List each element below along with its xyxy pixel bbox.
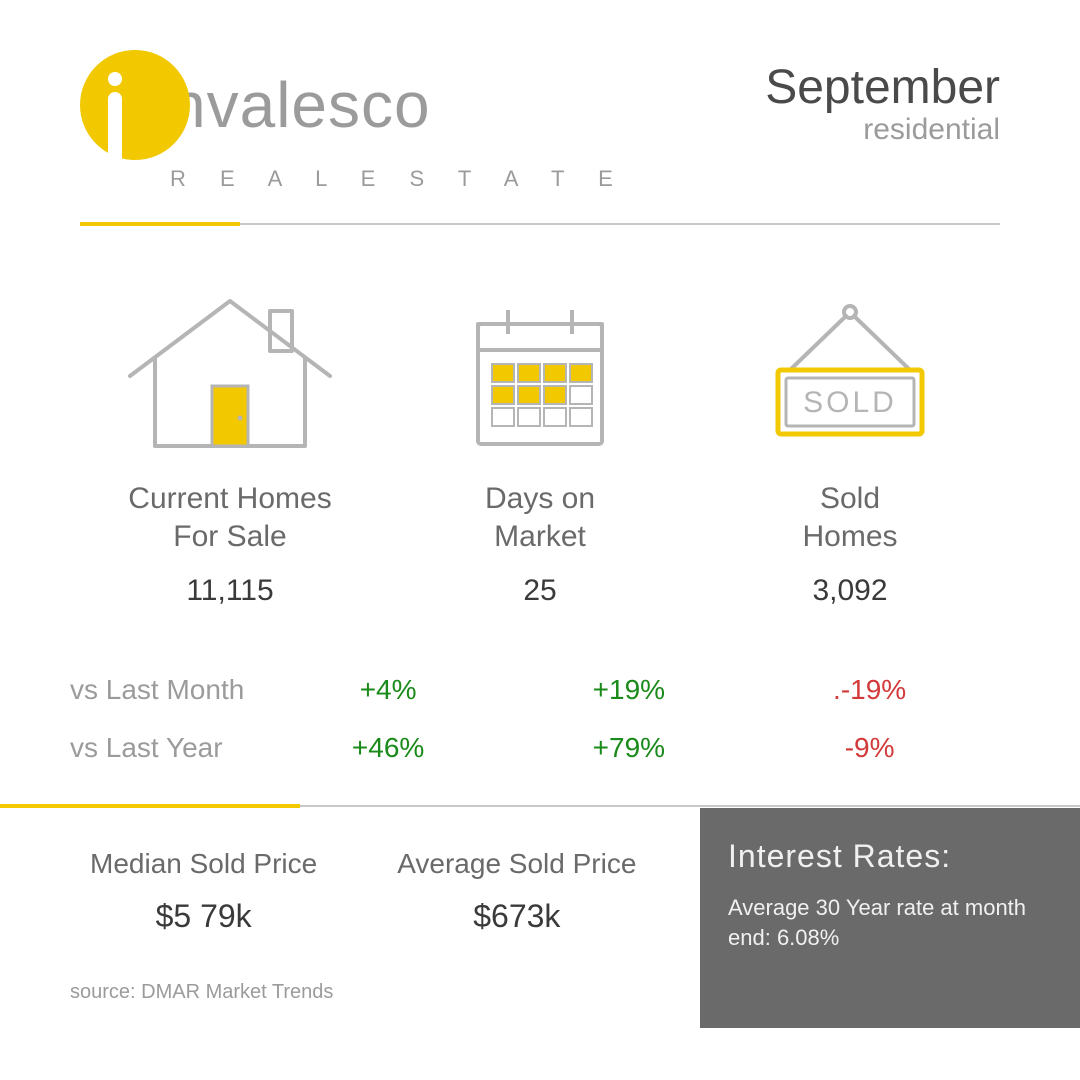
compare-cell-homes: +4% — [268, 674, 509, 706]
divider-line — [240, 223, 1000, 225]
interest-rates-body: Average 30 Year rate at month end: 6.08% — [728, 893, 1052, 952]
compare-cell-sold: -9% — [749, 732, 990, 764]
footer: Median Sold Price $5 79k Average Sold Pr… — [0, 808, 1080, 1028]
stat-value: 11,115 — [186, 574, 273, 608]
stats-row: Current Homes For Sale 11,115 — [0, 226, 1080, 608]
compare-cell-days: +79% — [509, 732, 750, 764]
comparison-block: vs Last Month +4% +19% .-19% vs Last Yea… — [0, 608, 1080, 764]
period-block: September residential — [765, 50, 1000, 147]
compare-label: vs Last Month — [70, 674, 268, 706]
stat-title-line1: Current Homes — [128, 482, 331, 515]
price-label: Average Sold Price — [397, 848, 636, 880]
logo-circle-icon — [80, 50, 190, 160]
source-text: source: DMAR Market Trends — [70, 981, 333, 1004]
brand-name: nvalesco — [170, 73, 431, 137]
calendar-icon — [460, 296, 620, 456]
interest-rates-panel: Interest Rates: Average 30 Year rate at … — [700, 808, 1080, 1028]
compare-cell-homes: +46% — [268, 732, 509, 764]
divider-line — [300, 805, 1080, 807]
footer-prices: Median Sold Price $5 79k Average Sold Pr… — [0, 808, 700, 1028]
svg-text:SOLD: SOLD — [803, 386, 897, 419]
stat-value: 3,092 — [812, 574, 887, 608]
brand-logo: nvalesco R E A L E S T A T E — [80, 50, 627, 192]
period-type: residential — [765, 113, 1000, 147]
average-price-block: Average Sold Price $673k — [397, 848, 636, 1028]
divider-accent — [80, 222, 240, 226]
compare-label: vs Last Year — [70, 732, 268, 764]
compare-cell-days: +19% — [509, 674, 750, 706]
period-month: September — [765, 60, 1000, 115]
house-icon — [120, 286, 340, 456]
stat-days-on-market: Days on Market 25 — [400, 276, 680, 608]
row-vs-last-month: vs Last Month +4% +19% .-19% — [70, 674, 990, 706]
stat-title-line2: Homes — [802, 520, 897, 553]
stat-title-line1: Sold — [820, 482, 880, 515]
stat-value: 25 — [523, 574, 556, 608]
sold-sign-icon: SOLD — [750, 296, 950, 456]
stat-title-line2: For Sale — [173, 520, 286, 553]
brand-tagline: R E A L E S T A T E — [170, 166, 627, 192]
row-vs-last-year: vs Last Year +46% +79% -9% — [70, 732, 990, 764]
header: nvalesco R E A L E S T A T E September r… — [0, 0, 1080, 192]
price-value: $673k — [397, 898, 636, 935]
stat-title-line1: Days on — [485, 482, 595, 515]
stat-title-line2: Market — [494, 520, 586, 553]
price-value: $5 79k — [90, 898, 317, 935]
stat-homes-for-sale: Current Homes For Sale 11,115 — [90, 276, 370, 608]
price-label: Median Sold Price — [90, 848, 317, 880]
interest-rates-title: Interest Rates: — [728, 838, 1052, 875]
compare-cell-sold: .-19% — [749, 674, 990, 706]
stat-sold-homes: SOLD Sold Homes 3,092 — [710, 276, 990, 608]
